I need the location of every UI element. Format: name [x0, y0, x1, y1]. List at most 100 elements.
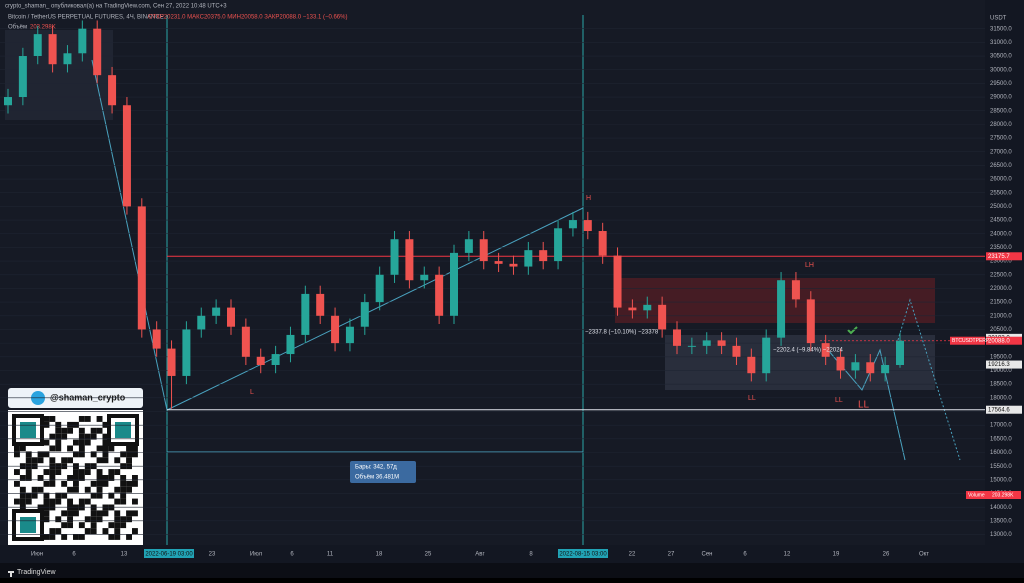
qr-cell [25, 451, 32, 458]
qr-cell [132, 475, 138, 481]
trend-line [91, 59, 168, 411]
qr-cell [49, 469, 56, 475]
qr-cell [126, 510, 132, 517]
qr-cell [55, 498, 62, 505]
qr-cell [19, 475, 26, 481]
qr-cell [31, 486, 38, 493]
qr-cell [132, 451, 138, 458]
y-tick-label: 13000.0 [990, 532, 1012, 538]
qr-cell [84, 498, 91, 505]
qr-cell [114, 486, 121, 493]
candle-body [568, 220, 577, 229]
qr-pattern [12, 414, 139, 541]
qr-cell [55, 469, 62, 475]
y-tick-label: 14000.0 [990, 505, 1012, 511]
y-tick-label: 18000.0 [990, 395, 1012, 401]
qr-cell [61, 522, 68, 529]
qr-cell [78, 433, 85, 440]
x-tick-label: Июл [250, 552, 263, 558]
candle-body [18, 56, 27, 98]
qr-cell [120, 475, 127, 481]
qr-cell [43, 480, 50, 487]
y-tick-label: 31000.0 [990, 40, 1012, 46]
qr-cell [96, 445, 103, 452]
qr-cell [108, 469, 115, 475]
price-tag [986, 336, 1022, 345]
texts: crypto_shaman_ опубликовал(а) на Trading… [5, 4, 1007, 31]
volume-tag-value: 203.298K [992, 492, 1014, 498]
y-tick-label: 25000.0 [990, 204, 1012, 210]
qr-finder [20, 517, 36, 533]
qr-cell [43, 492, 50, 499]
qr-cell [49, 416, 56, 422]
annotation: H [586, 195, 591, 202]
trend-line [166, 207, 584, 411]
qr-cell [55, 433, 62, 440]
qr-cell [108, 492, 115, 499]
qr-cell [25, 475, 32, 481]
qr-cell [67, 457, 73, 464]
projection [897, 298, 961, 461]
qr-cell [37, 475, 44, 481]
qr-cell [61, 457, 68, 464]
qr-cell [49, 480, 56, 487]
x-tick-label: 2022-08-15 03:00 [559, 552, 607, 558]
qr-cell [114, 534, 121, 540]
qr-cell [73, 534, 79, 540]
qr-cell [102, 451, 109, 458]
x-tick-label: 19 [833, 552, 840, 558]
qr-cell [114, 522, 121, 529]
qr-cell [73, 510, 79, 517]
x-tick-label: Окт [919, 552, 929, 558]
qr-cell [102, 421, 109, 428]
qr-cell [90, 522, 97, 529]
range-box-text: Объём 36.481M [355, 475, 399, 481]
candle-body [256, 356, 265, 365]
qr-cell [102, 528, 109, 534]
y-tick-label: 29500.0 [990, 81, 1012, 87]
qr-cell [14, 451, 20, 458]
qr-cell [132, 510, 138, 517]
qr-cell [49, 528, 56, 534]
candle-body [450, 252, 458, 316]
qr-cell [120, 498, 127, 505]
qr-cell [25, 492, 32, 499]
candle-body [4, 97, 12, 106]
y-tick-label: 25500.0 [990, 190, 1012, 196]
y-tick-label: 27000.0 [990, 149, 1012, 155]
qr-cell [78, 439, 85, 446]
qr-cell [19, 486, 26, 493]
qr-cell [114, 457, 121, 464]
x-tick-label: 12 [784, 552, 791, 558]
qr-cell [49, 457, 56, 464]
qr-cell [67, 498, 73, 505]
qr-cell [102, 475, 109, 481]
candle-body [702, 340, 711, 346]
qr-cell [14, 480, 20, 487]
qr-cell [43, 498, 50, 505]
candle-body [628, 307, 637, 311]
x-label-highlight [144, 549, 194, 558]
candle-body [212, 307, 221, 316]
candle-body [494, 261, 503, 264]
qr-cell [84, 528, 91, 534]
y-tick-label: 21000.0 [990, 313, 1012, 319]
qr-cell [78, 475, 85, 481]
qr-cell [96, 486, 103, 493]
candle-body [316, 293, 325, 316]
qr-cell [67, 427, 73, 434]
candle-body [777, 280, 786, 338]
candle-body [137, 206, 146, 330]
y-tick-label: 17000.0 [990, 423, 1012, 429]
qr-cell [61, 510, 68, 517]
candle-body [791, 280, 800, 300]
y-tick-label: 15000.0 [990, 477, 1012, 483]
candle-body [658, 304, 667, 330]
y-tick-label: 16000.0 [990, 450, 1012, 456]
qr-cell [61, 433, 68, 440]
qr-cell [19, 498, 26, 505]
y-tick-label: 26500.0 [990, 163, 1012, 169]
x-tick-label: 2022-06-19 03:00 [145, 552, 193, 558]
qr-cell [96, 416, 103, 422]
qr-cell [49, 433, 56, 440]
